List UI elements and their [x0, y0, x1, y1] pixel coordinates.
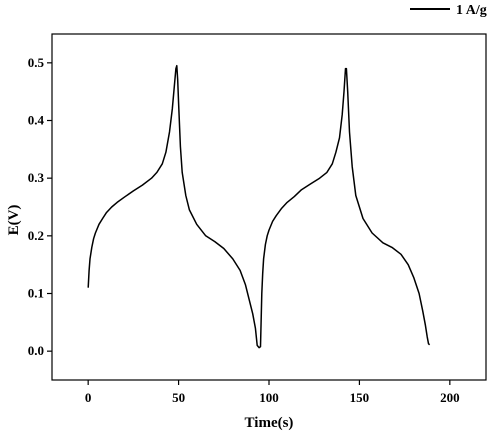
x-tick-label: 50 — [172, 390, 185, 405]
x-axis-label: Time(s) — [245, 415, 294, 431]
x-tick-label: 150 — [350, 390, 370, 405]
y-tick-label: 0.5 — [28, 55, 45, 70]
y-tick-label: 0.1 — [28, 286, 44, 301]
y-axis-label: E(V) — [6, 205, 22, 236]
x-tick-label: 200 — [440, 390, 460, 405]
y-tick-label: 0.2 — [28, 228, 44, 243]
x-axis-ticks: 0 50 100 150 200 — [85, 380, 460, 405]
x-tick-label: 0 — [85, 390, 92, 405]
y-axis-ticks: 0.0 0.1 0.2 0.3 0.4 0.5 — [28, 55, 52, 358]
plot-frame — [51, 33, 487, 381]
y-tick-label: 0.3 — [28, 170, 45, 185]
series-line — [87, 64, 431, 349]
legend: 1 A/g — [410, 3, 487, 18]
x-tick-label: 100 — [259, 390, 279, 405]
legend-label: 1 A/g — [456, 3, 487, 18]
y-tick-label: 0.0 — [28, 343, 44, 358]
y-tick-label: 0.4 — [28, 113, 45, 128]
